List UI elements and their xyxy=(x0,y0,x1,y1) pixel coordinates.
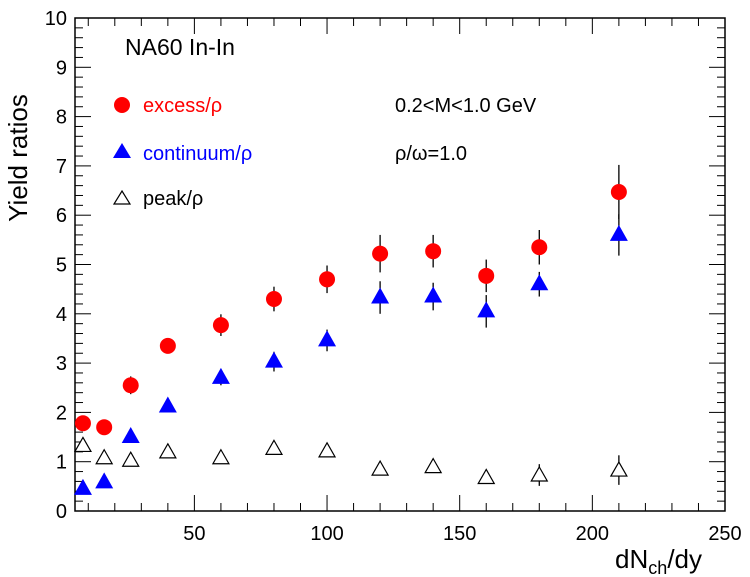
x-axis-label: dNch/dy xyxy=(615,544,702,577)
y-tick-label: 4 xyxy=(56,304,67,326)
data-marks xyxy=(73,164,628,495)
point-peak xyxy=(371,459,390,476)
x-tick-label: 150 xyxy=(443,523,476,545)
plot-area xyxy=(74,17,726,512)
point-continuum xyxy=(211,367,230,384)
point-excess xyxy=(425,243,442,260)
point-peak xyxy=(477,468,496,485)
x-tick-label: 50 xyxy=(183,523,205,545)
point-peak xyxy=(158,442,177,459)
axis-tick-labels: 0 1 2 3 4 5 6 7 8 9 10 50 100 150 200 250 xyxy=(45,8,742,545)
legend-marker-continuum xyxy=(113,143,131,158)
y-tick-label: 7 xyxy=(56,156,67,178)
y-tick-label: 10 xyxy=(45,8,67,30)
point-continuum xyxy=(477,301,496,318)
point-continuum xyxy=(318,330,337,347)
plot-frame xyxy=(74,17,726,512)
annotation-rho-omega: ρ/ω=1.0 xyxy=(395,143,467,165)
x-tick-label: 200 xyxy=(576,523,609,545)
y-tick-label: 5 xyxy=(56,255,67,277)
point-excess xyxy=(372,245,389,262)
point-excess xyxy=(610,184,627,201)
point-excess xyxy=(212,317,229,334)
point-excess xyxy=(478,267,495,284)
point-peak xyxy=(424,457,443,474)
x-axis-label-main: dN xyxy=(615,544,648,574)
point-continuum xyxy=(371,287,390,304)
x-tick-label: 100 xyxy=(310,523,343,545)
legend-label-peak: peak/ρ xyxy=(143,188,203,210)
chart-title: NA60 In-In xyxy=(125,34,235,60)
point-continuum xyxy=(95,472,114,489)
annotation-mass-range: 0.2<M<1.0 GeV xyxy=(395,95,537,117)
point-excess xyxy=(74,415,91,432)
legend-marker-excess xyxy=(114,97,130,113)
y-tick-label: 2 xyxy=(56,402,67,424)
y-tick-label: 0 xyxy=(56,501,67,523)
y-axis-label: Yield ratios xyxy=(3,94,33,222)
point-peak xyxy=(95,448,114,465)
y-tick-label: 9 xyxy=(56,57,67,79)
point-continuum xyxy=(530,274,549,291)
point-excess xyxy=(96,419,113,436)
x-tick-label: 250 xyxy=(708,523,741,545)
point-continuum xyxy=(158,396,177,413)
x-axis-label-sub: ch xyxy=(648,558,667,577)
point-peak xyxy=(609,460,628,477)
point-peak xyxy=(264,439,284,455)
y-tick-label: 8 xyxy=(56,107,67,129)
point-excess xyxy=(265,291,282,308)
x-axis-label-suffix: /dy xyxy=(667,544,702,574)
point-excess xyxy=(159,337,176,354)
point-continuum xyxy=(73,478,92,495)
point-peak xyxy=(121,451,140,467)
y-tick-label: 3 xyxy=(56,353,67,375)
legend-label-continuum: continuum/ρ xyxy=(143,143,252,165)
point-excess xyxy=(531,239,548,256)
point-continuum xyxy=(264,351,283,368)
legend: excess/ρ continuum/ρ peak/ρ xyxy=(112,95,252,210)
point-peak xyxy=(73,436,92,453)
point-excess xyxy=(122,377,139,394)
axis-ticks xyxy=(75,17,726,512)
point-peak xyxy=(318,441,337,458)
legend-label-excess: excess/ρ xyxy=(143,95,222,117)
y-tick-label: 1 xyxy=(56,452,67,474)
legend-marker-peak xyxy=(112,189,132,205)
y-tick-label: 6 xyxy=(56,205,67,227)
point-peak xyxy=(211,448,230,465)
point-continuum xyxy=(424,286,443,303)
point-peak xyxy=(530,465,549,482)
point-excess xyxy=(319,271,336,288)
point-continuum xyxy=(609,224,628,241)
point-continuum xyxy=(121,427,140,444)
